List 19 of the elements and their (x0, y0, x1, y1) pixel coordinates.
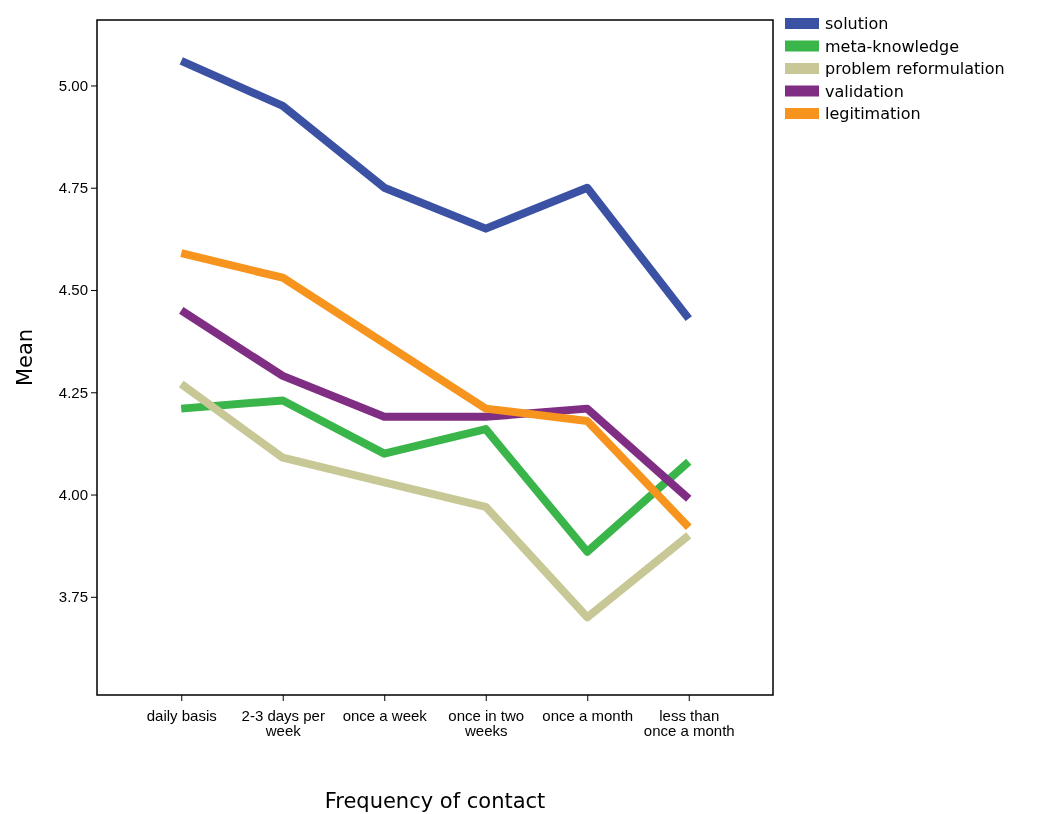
y-tick-label: 4.50 (58, 281, 88, 299)
legend-label: solution (825, 14, 889, 33)
x-tick-label: 2-3 days per week (241, 706, 325, 740)
legend-label: legitimation (825, 104, 921, 123)
y-tick-label: 4.25 (58, 383, 88, 401)
y-tick-label: 3.75 (58, 588, 88, 606)
x-tick-label: less than once a month (643, 706, 735, 740)
legend-label: meta-knowledge (825, 36, 960, 56)
x-tick-label: once in two weeks (448, 706, 525, 740)
legend-label: problem reformulation (825, 59, 1005, 78)
y-axis-title: Mean (13, 328, 37, 387)
x-tick-label: daily basis (146, 706, 217, 724)
x-axis-title: Frequency of contact (324, 789, 546, 813)
y-tick-label: 5.00 (58, 76, 88, 94)
legend-label: validation (825, 81, 904, 101)
x-tick-label: once a month (542, 706, 634, 724)
x-tick-label: once a week (342, 706, 428, 724)
y-tick-label: 4.00 (58, 485, 88, 503)
y-tick-label: 4.75 (58, 179, 88, 197)
